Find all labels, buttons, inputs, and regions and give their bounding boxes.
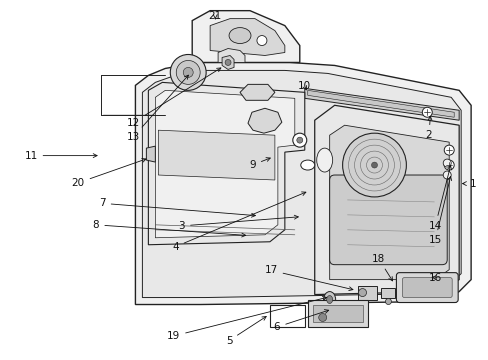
Polygon shape (307, 90, 453, 117)
Polygon shape (329, 125, 448, 280)
Polygon shape (314, 105, 458, 294)
FancyBboxPatch shape (329, 175, 447, 265)
Polygon shape (148, 82, 304, 245)
Polygon shape (304, 88, 458, 120)
Circle shape (442, 171, 450, 179)
Circle shape (358, 289, 366, 297)
Text: 16: 16 (428, 273, 441, 283)
Circle shape (371, 162, 377, 168)
Circle shape (183, 67, 193, 77)
Text: 4: 4 (172, 192, 305, 252)
Text: 17: 17 (264, 265, 352, 291)
Bar (381, 288, 395, 298)
Ellipse shape (300, 160, 314, 170)
Text: 5: 5 (225, 316, 265, 346)
Polygon shape (240, 84, 274, 100)
Text: 19: 19 (166, 297, 326, 341)
Text: 20: 20 (71, 158, 146, 188)
Text: 15: 15 (428, 176, 451, 245)
Ellipse shape (228, 28, 250, 44)
Text: 14: 14 (428, 166, 450, 231)
Ellipse shape (316, 148, 332, 172)
Text: 6: 6 (273, 310, 328, 332)
Text: 12: 12 (126, 68, 221, 128)
Text: 7: 7 (99, 198, 255, 217)
Circle shape (442, 159, 450, 167)
Bar (357, 285, 377, 300)
Polygon shape (192, 11, 299, 62)
Text: 8: 8 (93, 220, 245, 237)
Bar (312, 305, 362, 323)
Circle shape (422, 107, 431, 117)
Polygon shape (135, 62, 470, 305)
Text: 10: 10 (298, 81, 310, 91)
Text: 2: 2 (425, 116, 431, 140)
Circle shape (170, 54, 206, 90)
Text: 18: 18 (371, 254, 392, 281)
Text: 1: 1 (462, 179, 475, 189)
Polygon shape (210, 19, 285, 55)
Circle shape (292, 133, 306, 147)
Circle shape (342, 133, 406, 197)
Polygon shape (218, 49, 244, 62)
Polygon shape (247, 108, 281, 133)
Circle shape (443, 145, 453, 155)
Text: 21: 21 (208, 11, 222, 21)
Polygon shape (222, 55, 234, 69)
FancyBboxPatch shape (402, 278, 451, 298)
Circle shape (385, 298, 390, 305)
Circle shape (256, 36, 266, 45)
Circle shape (318, 314, 326, 321)
Bar (307, 300, 367, 328)
Circle shape (176, 60, 200, 84)
Text: 11: 11 (24, 150, 97, 161)
Polygon shape (146, 146, 155, 162)
Circle shape (224, 59, 230, 66)
Polygon shape (142, 71, 460, 298)
Text: 3: 3 (178, 215, 298, 231)
Text: 9: 9 (249, 158, 270, 170)
Circle shape (443, 160, 453, 170)
Polygon shape (158, 130, 274, 180)
Ellipse shape (323, 292, 335, 307)
Text: 13: 13 (126, 75, 188, 142)
FancyBboxPatch shape (396, 273, 457, 302)
Circle shape (296, 137, 302, 143)
Ellipse shape (326, 296, 332, 303)
Polygon shape (155, 90, 294, 238)
